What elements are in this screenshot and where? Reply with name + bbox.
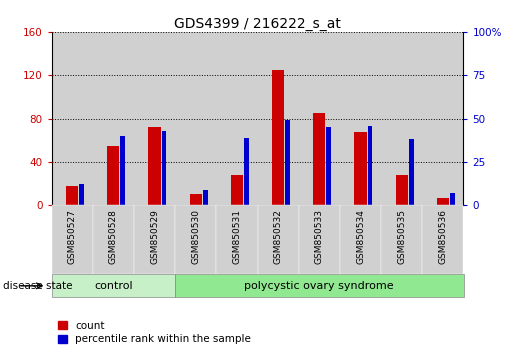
Bar [107, 146, 119, 205]
Bar [52, 32, 93, 205]
Text: disease state: disease state [3, 281, 72, 291]
Bar [244, 138, 249, 205]
Bar [340, 32, 381, 205]
Bar [93, 32, 134, 205]
Bar [313, 113, 325, 205]
Legend: count, percentile rank within the sample: count, percentile rank within the sample [57, 320, 252, 345]
Text: GSM850533: GSM850533 [315, 209, 324, 264]
Bar [437, 198, 449, 205]
Text: GSM850531: GSM850531 [232, 209, 242, 264]
Bar [422, 32, 464, 205]
Text: GSM850528: GSM850528 [109, 209, 118, 264]
Bar [162, 131, 166, 205]
Bar [272, 70, 284, 205]
Bar [175, 32, 216, 205]
Bar [299, 32, 340, 205]
Bar [368, 126, 372, 205]
Text: GSM850532: GSM850532 [273, 209, 283, 264]
Bar [409, 139, 414, 205]
Bar [216, 32, 258, 205]
Text: GSM850536: GSM850536 [438, 209, 448, 264]
Bar [258, 32, 299, 205]
Bar [203, 190, 208, 205]
Text: GSM850535: GSM850535 [397, 209, 406, 264]
Bar [450, 193, 455, 205]
Bar [327, 127, 331, 205]
Bar [134, 32, 175, 205]
Text: GSM850527: GSM850527 [67, 209, 77, 264]
Text: GSM850530: GSM850530 [191, 209, 200, 264]
Bar [285, 120, 290, 205]
Text: GSM850529: GSM850529 [150, 209, 159, 264]
Bar [79, 184, 84, 205]
Bar [354, 132, 367, 205]
Title: GDS4399 / 216222_s_at: GDS4399 / 216222_s_at [174, 17, 341, 31]
Text: control: control [94, 281, 133, 291]
Bar [231, 175, 243, 205]
Bar [381, 32, 422, 205]
Text: polycystic ovary syndrome: polycystic ovary syndrome [245, 281, 394, 291]
Bar [66, 186, 78, 205]
Bar [190, 194, 202, 205]
Text: GSM850534: GSM850534 [356, 209, 365, 264]
Bar [148, 127, 161, 205]
Bar [121, 136, 125, 205]
Bar [396, 175, 408, 205]
